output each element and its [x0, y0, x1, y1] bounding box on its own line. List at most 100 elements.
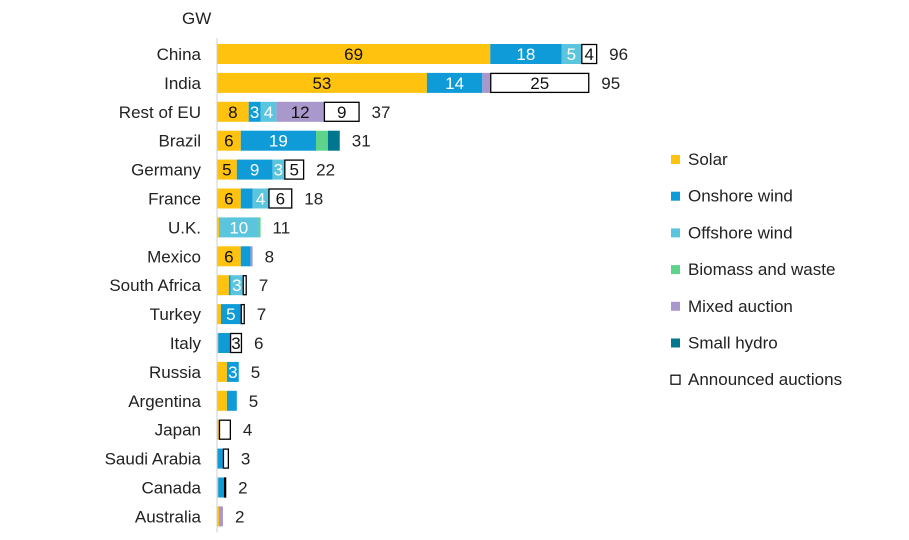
data-label-offshore-wind-france: 4 [256, 190, 265, 209]
bar-announced-auctions-rest-of-eu [323, 101, 360, 122]
total-label-australia: 2 [235, 507, 244, 526]
bar-announced-auctions-china [581, 43, 598, 65]
data-label-onshore-wind-turkey: 5 [226, 305, 235, 324]
bar-onshore-wind-argentina [226, 390, 237, 411]
bar-solar-italy [217, 333, 219, 353]
bar-offshore-wind-south-africa [230, 275, 243, 296]
legend-label-mixed-auction: Mixed auction [688, 297, 793, 316]
data-label-onshore-wind-china: 18 [516, 45, 535, 64]
total-label-italy: 6 [254, 334, 263, 353]
legend-swatch-solar [671, 155, 680, 164]
total-label-rest-of-eu: 37 [372, 103, 391, 122]
total-label-mexico: 8 [265, 247, 274, 266]
total-label-india: 95 [601, 74, 620, 93]
total-label-u-k: 11 [273, 218, 291, 237]
category-label-germany: Germany [131, 161, 201, 180]
bar-mixed-auction-mexico [250, 246, 253, 267]
data-label-offshore-wind-china: 5 [567, 45, 576, 64]
bar-offshore-wind-germany [272, 159, 285, 180]
bar-offshore-wind-rest-of-eu [260, 101, 277, 122]
bar-onshore-wind-saudi-arabia [217, 448, 223, 469]
bar-small-hydro-brazil [327, 130, 340, 151]
bar-onshore-wind-brazil [240, 130, 316, 151]
data-label-announced-auctions-germany: 5 [289, 161, 298, 180]
total-label-south-africa: 7 [259, 276, 268, 295]
legend-label-small-hydro: Small hydro [688, 334, 778, 353]
legend-swatch-biomass-and-waste [671, 265, 680, 275]
bar-solar-mexico [217, 246, 241, 267]
bar-announced-auctions-turkey [240, 303, 245, 325]
bar-onshore-wind-canada [218, 477, 225, 498]
bar-announced-auctions-italy [229, 332, 243, 354]
legend-swatch-onshore-wind [671, 191, 680, 201]
legend: Solar Onshore wind Offshore wind Biomass an… [670, 150, 842, 389]
total-label-canada: 2 [238, 479, 247, 498]
legend-label-offshore-wind: Offshore wind [688, 223, 793, 242]
bar-offshore-wind-china [561, 44, 582, 64]
category-label-u-k: U.K. [168, 218, 201, 237]
bar-solar-germany [217, 159, 237, 180]
data-label-announced-auctions-china: 4 [585, 45, 594, 64]
bar-solar-france [217, 188, 241, 209]
bar-onshore-wind-italy [218, 333, 231, 353]
category-label-canada: Canada [141, 479, 201, 498]
data-label-announced-auctions-rest-of-eu: 9 [337, 103, 346, 122]
total-label-argentina: 5 [249, 392, 258, 411]
bar-biomass-and-waste-u-k [258, 217, 261, 238]
legend-label-solar: Solar [688, 150, 728, 169]
bar-offshore-wind-u-k [218, 217, 259, 238]
data-label-solar-rest-of-eu: 8 [228, 103, 237, 122]
legend-label-biomass-and-waste: Biomass and waste [688, 260, 835, 279]
bar-announced-auctions-india [490, 72, 590, 94]
category-label-india: India [164, 74, 201, 93]
total-label-germany: 22 [316, 161, 335, 180]
total-label-japan: 4 [243, 421, 252, 440]
bar-announced-auctions-saudi-arabia [222, 448, 230, 469]
bar-announced-auctions-south-africa [242, 275, 247, 296]
bar-announced-auctions-france [268, 188, 293, 209]
bar-solar-india [217, 72, 427, 93]
data-label-offshore-wind-germany: 3 [274, 161, 283, 180]
legend-swatch-mixed-auction [671, 301, 680, 311]
category-label-france: France [148, 190, 201, 209]
category-label-south-africa: South Africa [109, 276, 201, 295]
bar-onshore-wind-rest-of-eu [248, 101, 261, 122]
bar-onshore-wind-china [490, 44, 562, 64]
category-label-japan: Japan [155, 421, 201, 440]
category-label-argentina: Argentina [128, 392, 201, 411]
bar-mixed-auction-australia [218, 506, 223, 527]
legend-swatch-small-hydro [671, 338, 680, 348]
bar-onshore-wind-russia [226, 361, 239, 382]
bar-onshore-wind-turkey [220, 304, 241, 325]
data-label-onshore-wind-brazil: 19 [269, 132, 288, 151]
category-label-saudi-arabia: Saudi Arabia [105, 450, 202, 469]
bar-onshore-wind-mexico [240, 246, 251, 267]
bar-mixed-auction-rest-of-eu [276, 101, 324, 122]
legend-swatch-offshore-wind [671, 228, 680, 238]
data-label-announced-auctions-italy: 3 [231, 334, 240, 353]
data-label-solar-france: 6 [224, 190, 233, 209]
bar-announced-auctions-germany [284, 159, 305, 180]
unit-label: GW [182, 9, 211, 28]
bar-solar-china [217, 44, 491, 64]
bar-onshore-wind-france [240, 188, 253, 209]
data-label-onshore-wind-india: 14 [445, 74, 464, 93]
bar-solar-u-k [217, 217, 219, 238]
total-label-china: 96 [609, 45, 628, 64]
bar-onshore-wind-germany [236, 159, 273, 180]
data-label-onshore-wind-russia: 3 [228, 363, 237, 382]
bar-onshore-wind-south-africa [228, 275, 231, 296]
total-label-brazil: 31 [352, 132, 371, 151]
bar-solar-rest-of-eu [217, 101, 249, 122]
data-label-offshore-wind-u-k: 10 [229, 218, 248, 237]
data-label-offshore-wind-rest-of-eu: 4 [264, 103, 273, 122]
category-label-australia: Australia [135, 507, 202, 526]
bar-solar-turkey [217, 304, 221, 325]
bar-biomass-and-waste-brazil [316, 130, 328, 151]
data-label-solar-china: 69 [344, 45, 363, 64]
bar-solar-brazil [217, 130, 241, 151]
legend-label-onshore-wind: Onshore wind [688, 187, 793, 206]
data-label-onshore-wind-germany: 9 [250, 161, 259, 180]
bar-solar-japan [217, 419, 219, 440]
bar-solar-south-africa [217, 275, 229, 296]
